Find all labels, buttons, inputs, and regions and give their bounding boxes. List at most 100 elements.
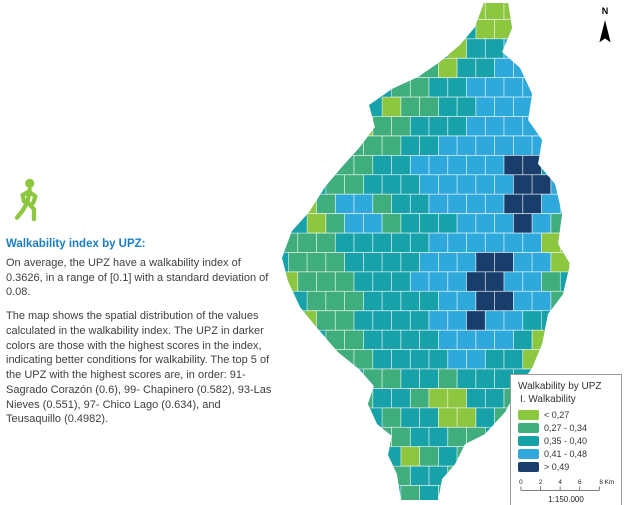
upz-polygon [391,465,411,486]
upz-polygon [531,19,552,40]
upz-polygon [316,155,336,176]
upz-polygon [428,232,449,253]
upz-polygon [503,116,524,137]
pedestrian-icon [14,178,38,222]
upz-polygon [513,252,533,273]
upz-polygon [522,193,542,214]
upz-polygon [447,426,467,448]
upz-polygon [484,155,505,176]
upz-polygon [363,213,383,234]
north-arrow-icon [599,20,611,43]
upz-polygon [381,213,402,234]
upz-polygon [409,271,430,292]
upz-polygon [400,174,421,195]
north-arrow: N [594,6,616,52]
upz-polygon [334,271,355,292]
legend-row: 0,41 - 0,48 [518,449,614,459]
legend-swatch [518,423,539,433]
upz-polygon [409,232,430,253]
upz-polygon [522,271,542,292]
upz-polygon [484,388,505,409]
upz-polygon [391,271,411,292]
upz-polygon [475,329,496,350]
upz-polygon [409,310,430,331]
upz-polygon [428,77,449,98]
legend-class-label: > 0,49 [544,462,570,472]
upz-polygon [400,446,421,467]
upz-polygon [438,174,458,195]
upz-polygon [447,310,467,331]
upz-polygon [447,465,467,486]
upz-polygon [297,193,317,214]
description-paragraph-1: On average, the UPZ have a walkability i… [6,257,269,299]
upz-polygon [456,329,477,350]
upz-cells [282,3,570,500]
upz-polygon [353,388,374,409]
upz-polygon [513,135,533,156]
upz-polygon [484,310,505,331]
upz-polygon [297,271,317,292]
upz-polygon [484,232,505,253]
upz-polygon [475,446,496,467]
upz-polygon [447,349,467,370]
upz-polygon [531,290,552,312]
upz-polygon [409,388,430,409]
upz-polygon [494,19,514,40]
scale-bar: 0 2 4 6 8 Km [519,479,614,491]
legend-class-label: < 0,27 [544,410,570,420]
upz-polygon [503,3,524,20]
upz-polygon [438,57,458,79]
upz-polygon [419,135,439,156]
upz-polygon [409,155,430,176]
upz-polygon [541,155,561,176]
upz-polygon [475,19,496,40]
legend-swatch [518,449,539,459]
upz-polygon [541,232,561,253]
legend-class-label: 0,35 - 0,40 [544,436,588,446]
upz-polygon [409,426,430,448]
upz-polygon [334,349,355,370]
upz-polygon [344,174,364,195]
upz-polygon [391,388,411,409]
upz-polygon [419,407,439,428]
upz-polygon [456,57,477,79]
upz-polygon [438,368,458,389]
upz-polygon [559,232,570,253]
upz-polygon [447,155,467,176]
upz-polygon [438,135,458,156]
upz-polygon [316,193,336,214]
upz-polygon [531,57,552,79]
upz-polygon [363,329,383,350]
upz-polygon [363,368,383,389]
upz-polygon [484,38,505,59]
upz-polygon [391,232,411,253]
upz-polygon [372,388,392,409]
upz-polygon [475,57,496,79]
upz-polygon [419,290,439,312]
upz-polygon [447,116,467,137]
upz-polygon [484,116,505,137]
upz-polygon [325,252,346,273]
upz-polygon [419,485,439,500]
upz-polygon [344,290,364,312]
upz-polygon [438,329,458,350]
upz-polygon [372,349,392,370]
upz-polygon [456,446,477,467]
upz-polygon [541,77,561,98]
upz-polygon [513,57,533,79]
upz-polygon [447,77,467,98]
upz-polygon [325,174,346,195]
upz-polygon [513,290,533,312]
upz-polygon [325,290,346,312]
upz-polygon [503,77,524,98]
upz-polygon [400,96,421,117]
scale-tick-label: 0 [519,479,523,486]
description-paragraph-2: The map shows the spatial distribution o… [6,310,272,426]
upz-polygon [428,310,449,331]
upz-polygon [428,426,449,448]
upz-polygon [475,135,496,156]
upz-polygon [297,232,317,253]
upz-polygon [522,155,542,176]
upz-polygon [541,271,561,292]
upz-polygon [344,213,364,234]
